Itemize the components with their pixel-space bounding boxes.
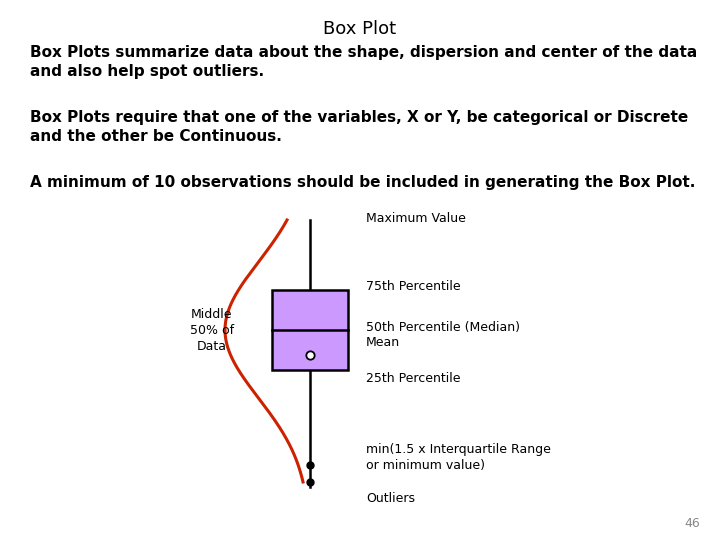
Text: Box Plots summarize data about the shape, dispersion and center of the data
and : Box Plots summarize data about the shape… [30, 45, 697, 79]
Bar [272, 290, 348, 370]
Text: 50th Percentile (Median): 50th Percentile (Median) [366, 321, 520, 334]
Text: Box Plot: Box Plot [323, 20, 397, 38]
Text: Mean: Mean [366, 336, 400, 349]
Text: A minimum of 10 observations should be included in generating the Box Plot.: A minimum of 10 observations should be i… [30, 175, 696, 190]
Text: 75th Percentile: 75th Percentile [366, 280, 461, 293]
Text: Middle
50% of
Data: Middle 50% of Data [190, 307, 234, 353]
Text: 46: 46 [684, 517, 700, 530]
Text: Outliers: Outliers [366, 492, 415, 505]
Text: min(1.5 x Interquartile Range
or minimum value): min(1.5 x Interquartile Range or minimum… [366, 442, 551, 471]
Text: Box Plots require that one of the variables, X or Y, be categorical or Discrete
: Box Plots require that one of the variab… [30, 110, 688, 144]
Text: 25th Percentile: 25th Percentile [366, 372, 461, 385]
Text: Maximum Value: Maximum Value [366, 212, 466, 225]
